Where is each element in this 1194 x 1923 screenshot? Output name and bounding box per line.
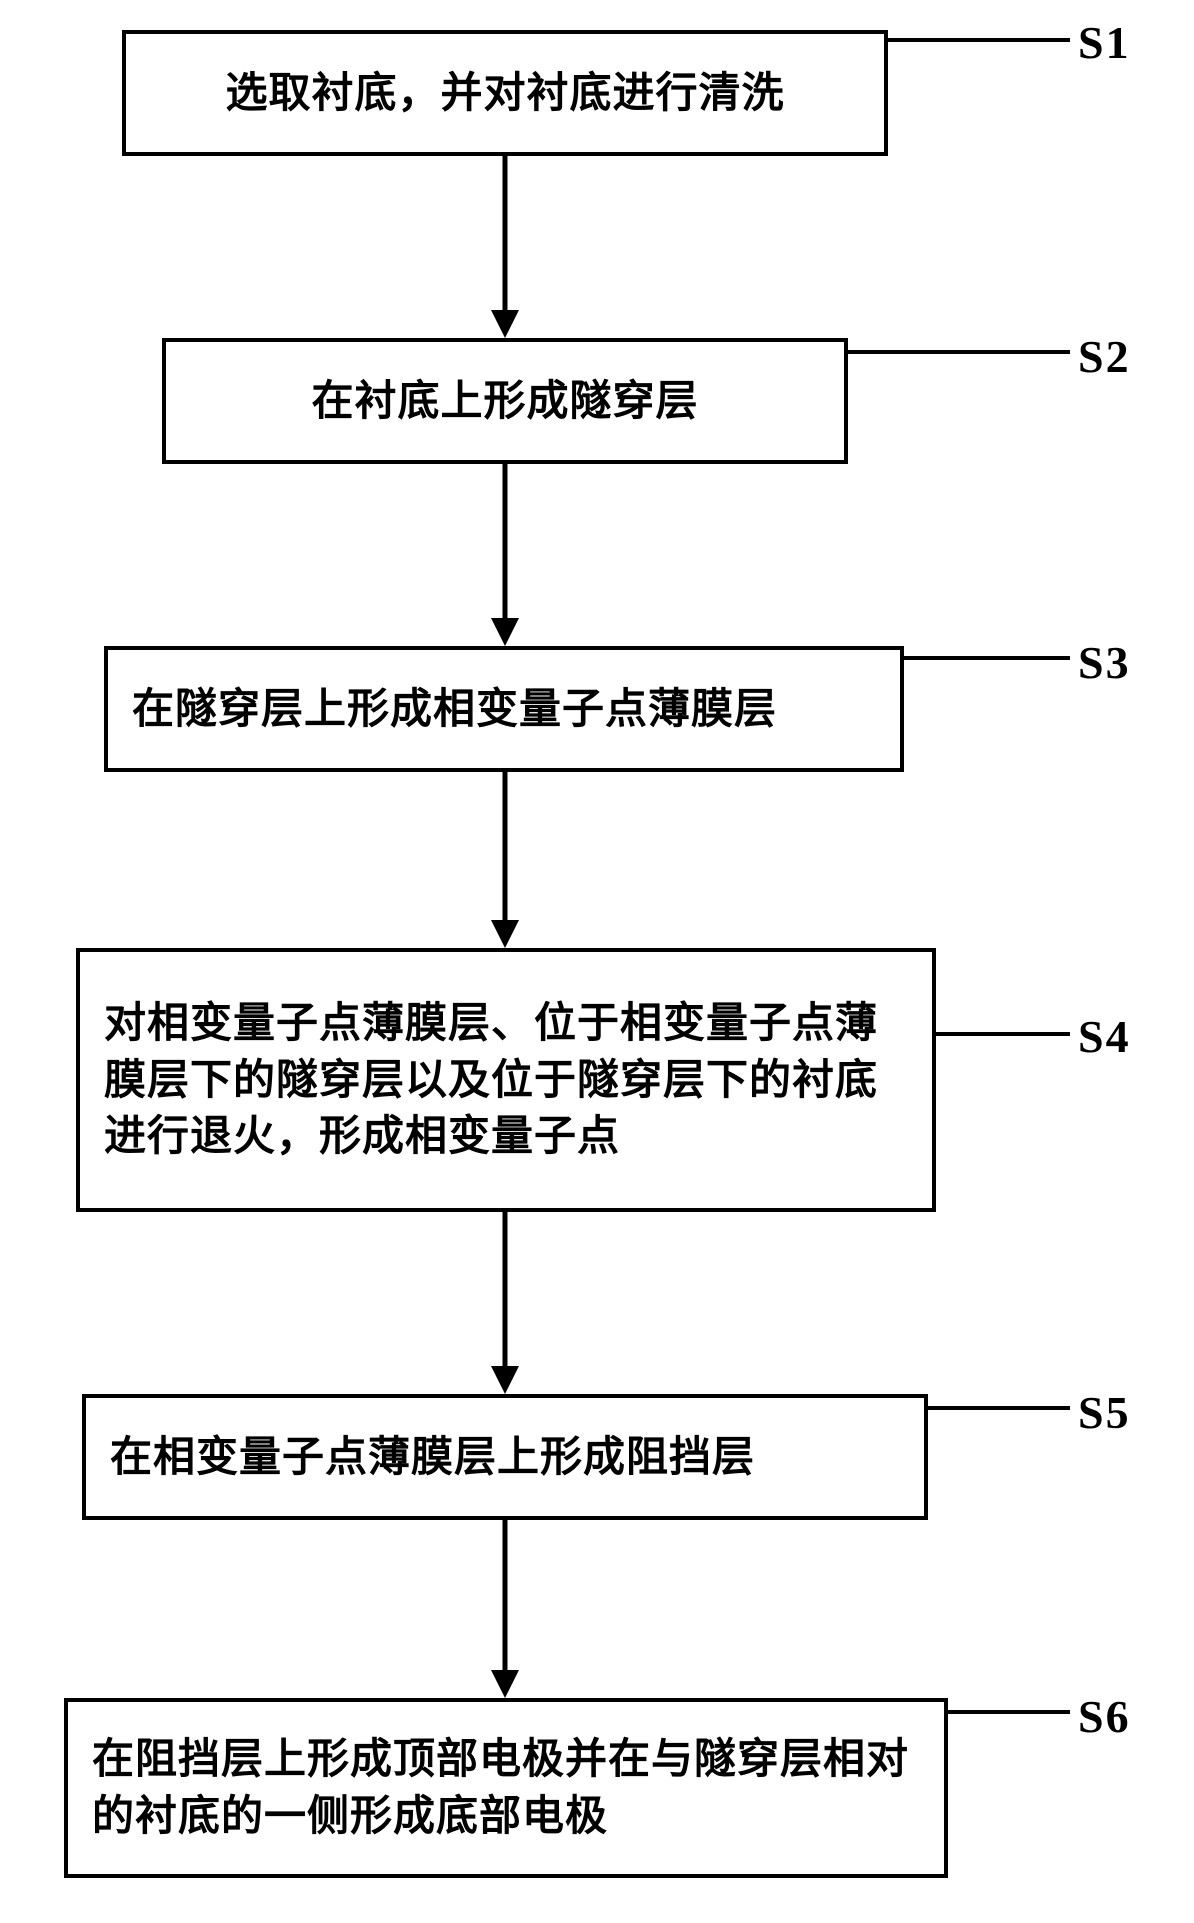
step-label-s3: S3 — [1078, 636, 1131, 689]
step-text-s4: 对相变量子点薄膜层、位于相变量子点薄膜层下的隧穿层以及位于隧穿层下的衬底进行退火… — [104, 995, 908, 1165]
step-text-s1: 选取衬底，并对衬底进行清洗 — [225, 65, 784, 122]
leader-line-s5 — [928, 1406, 1070, 1410]
step-label-s2: S2 — [1078, 330, 1131, 383]
leader-line-s3 — [904, 656, 1070, 660]
step-text-s2: 在衬底上形成隧穿层 — [311, 373, 698, 430]
flowchart-canvas: 选取衬底，并对衬底进行清洗 在衬底上形成隧穿层 在隧穿层上形成相变量子点薄膜层 … — [0, 0, 1194, 1923]
step-label-s1: S1 — [1078, 16, 1131, 69]
step-label-s6: S6 — [1078, 1690, 1131, 1743]
step-label-s4: S4 — [1078, 1010, 1131, 1063]
arrow-s3-s4 — [489, 772, 521, 948]
step-box-s1: 选取衬底，并对衬底进行清洗 — [122, 30, 888, 156]
step-text-s3: 在隧穿层上形成相变量子点薄膜层 — [132, 681, 777, 738]
arrow-s2-s3 — [489, 464, 521, 646]
step-text-s6: 在阻挡层上形成顶部电极并在与隧穿层相对的衬底的一侧形成底部电极 — [92, 1731, 920, 1844]
leader-line-s1 — [888, 38, 1070, 42]
arrow-s4-s5 — [489, 1212, 521, 1394]
step-box-s5: 在相变量子点薄膜层上形成阻挡层 — [82, 1394, 928, 1520]
step-box-s6: 在阻挡层上形成顶部电极并在与隧穿层相对的衬底的一侧形成底部电极 — [64, 1698, 948, 1878]
arrow-s5-s6 — [489, 1520, 521, 1698]
leader-line-s4 — [936, 1032, 1070, 1036]
step-text-s5: 在相变量子点薄膜层上形成阻挡层 — [110, 1429, 755, 1486]
step-label-s5: S5 — [1078, 1386, 1131, 1439]
step-box-s2: 在衬底上形成隧穿层 — [162, 338, 848, 464]
arrow-s1-s2 — [489, 156, 521, 338]
leader-line-s6 — [948, 1710, 1070, 1714]
leader-line-s2 — [848, 350, 1070, 354]
step-box-s4: 对相变量子点薄膜层、位于相变量子点薄膜层下的隧穿层以及位于隧穿层下的衬底进行退火… — [76, 948, 936, 1212]
step-box-s3: 在隧穿层上形成相变量子点薄膜层 — [104, 646, 904, 772]
